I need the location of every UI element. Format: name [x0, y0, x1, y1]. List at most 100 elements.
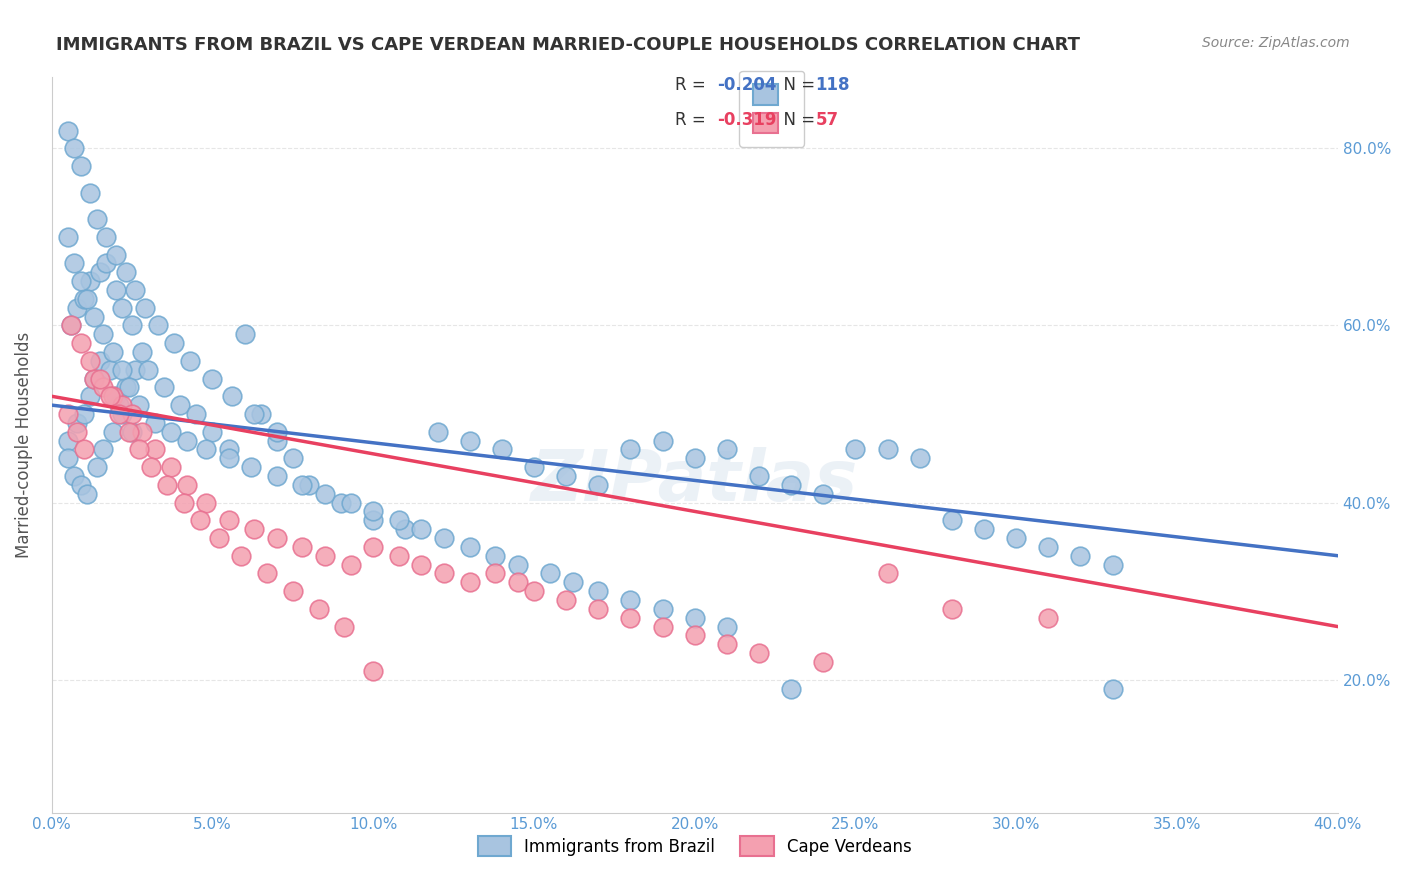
Point — [56, 434, 79, 448]
Point — [314, 486, 336, 500]
Point — [143, 442, 166, 457]
Text: N =: N = — [773, 112, 821, 129]
Point — [651, 602, 673, 616]
Point — [91, 380, 114, 394]
Point — [523, 460, 546, 475]
Point — [111, 301, 134, 315]
Point — [941, 513, 963, 527]
Point — [101, 389, 124, 403]
Point — [1038, 540, 1060, 554]
Point — [79, 186, 101, 200]
Point — [844, 442, 866, 457]
Y-axis label: Married-couple Households: Married-couple Households — [15, 332, 32, 558]
Point — [683, 628, 706, 642]
Text: ZIPatlas: ZIPatlas — [531, 447, 859, 516]
Point — [101, 425, 124, 439]
Point — [56, 123, 79, 137]
Point — [339, 495, 361, 509]
Point — [96, 256, 118, 270]
Point — [96, 230, 118, 244]
Point — [361, 513, 384, 527]
Point — [111, 407, 134, 421]
Point — [458, 540, 481, 554]
Point — [333, 619, 356, 633]
Point — [361, 664, 384, 678]
Point — [813, 655, 835, 669]
Point — [56, 451, 79, 466]
Point — [124, 283, 146, 297]
Point — [240, 460, 263, 475]
Point — [69, 478, 91, 492]
Point — [876, 442, 898, 457]
Point — [195, 495, 218, 509]
Point — [121, 425, 143, 439]
Point — [716, 619, 738, 633]
Point — [98, 362, 121, 376]
Point — [105, 283, 128, 297]
Point — [143, 416, 166, 430]
Point — [433, 566, 456, 581]
Point — [256, 566, 278, 581]
Point — [619, 442, 641, 457]
Point — [73, 292, 96, 306]
Point — [330, 495, 353, 509]
Point — [748, 646, 770, 660]
Point — [813, 486, 835, 500]
Point — [506, 558, 529, 572]
Point — [66, 301, 89, 315]
Point — [291, 540, 314, 554]
Point — [339, 558, 361, 572]
Point — [134, 301, 156, 315]
Point — [83, 310, 105, 324]
Point — [586, 478, 609, 492]
Point — [484, 566, 506, 581]
Point — [651, 619, 673, 633]
Point — [63, 141, 86, 155]
Point — [69, 336, 91, 351]
Point — [63, 469, 86, 483]
Point — [716, 442, 738, 457]
Point — [651, 434, 673, 448]
Point — [491, 442, 513, 457]
Point — [159, 425, 181, 439]
Point — [141, 460, 163, 475]
Point — [76, 486, 98, 500]
Point — [79, 389, 101, 403]
Point — [83, 371, 105, 385]
Point — [314, 549, 336, 563]
Point — [114, 265, 136, 279]
Point — [221, 389, 243, 403]
Point — [361, 540, 384, 554]
Point — [91, 442, 114, 457]
Point — [748, 469, 770, 483]
Point — [683, 610, 706, 624]
Point — [266, 531, 288, 545]
Point — [218, 513, 240, 527]
Point — [394, 522, 416, 536]
Point — [1005, 531, 1028, 545]
Point — [89, 354, 111, 368]
Point — [538, 566, 561, 581]
Text: 118: 118 — [815, 76, 851, 94]
Point — [111, 398, 134, 412]
Point — [941, 602, 963, 616]
Text: N =: N = — [773, 76, 821, 94]
Point — [433, 531, 456, 545]
Point — [108, 398, 131, 412]
Point — [201, 425, 224, 439]
Point — [555, 469, 578, 483]
Point — [411, 522, 433, 536]
Point — [73, 407, 96, 421]
Point — [179, 354, 201, 368]
Point — [86, 460, 108, 475]
Point — [1101, 558, 1123, 572]
Point — [91, 327, 114, 342]
Point — [173, 495, 195, 509]
Point — [411, 558, 433, 572]
Point — [118, 380, 141, 394]
Point — [908, 451, 931, 466]
Point — [156, 478, 179, 492]
Point — [86, 212, 108, 227]
Point — [308, 602, 330, 616]
Point — [128, 442, 150, 457]
